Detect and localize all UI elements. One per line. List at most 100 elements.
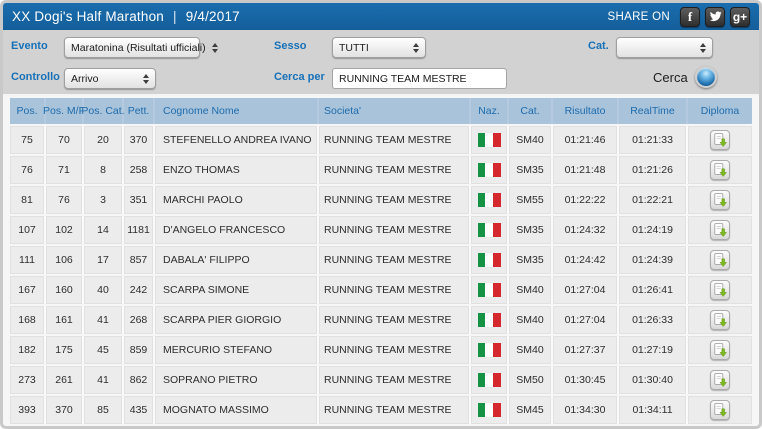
cell-naz (471, 396, 509, 424)
cell-risultato: 01:21:48 (553, 156, 619, 184)
cell-cat: SM40 (509, 336, 553, 364)
diploma-download-button[interactable] (710, 400, 730, 420)
controllo-select[interactable]: Arrivo (64, 68, 156, 89)
cell-cat: SM35 (509, 156, 553, 184)
cell-name: SOPRANO PIETRO (155, 366, 319, 394)
cell-naz (471, 366, 509, 394)
facebook-icon[interactable]: f (680, 6, 700, 27)
cell-pett: 435 (124, 396, 155, 424)
cell-naz (471, 156, 509, 184)
cell-diploma (688, 396, 752, 424)
col-header-realtime: RealTime (619, 98, 688, 124)
cell-name: STEFENELLO ANDREA IVANO (155, 126, 319, 154)
cell-naz (471, 186, 509, 214)
cell-pos-cat: 85 (84, 396, 124, 424)
cell-pett: 862 (124, 366, 155, 394)
cell-pos-cat: 17 (84, 246, 124, 274)
evento-select[interactable]: Maratonina (Risultati ufficiali) (64, 37, 218, 58)
cell-diploma (688, 336, 752, 364)
diploma-download-button[interactable] (710, 190, 730, 210)
event-name: XX Dogi's Half Marathon (12, 9, 164, 24)
col-header-pos-cat: Pos. Cat. (81, 98, 125, 124)
cell-societa: RUNNING TEAM MESTRE (319, 216, 471, 244)
cell-pos-mf: 175 (46, 336, 84, 364)
table-body: 75 70 20 370 STEFENELLO ANDREA IVANO RUN… (10, 126, 752, 424)
italy-flag-icon (477, 283, 501, 297)
select-stepper-icon (137, 73, 149, 84)
cell-societa: RUNNING TEAM MESTRE (319, 336, 471, 364)
diploma-download-button[interactable] (710, 220, 730, 240)
cell-pos: 75 (10, 126, 46, 154)
cell-pos-cat: 41 (84, 306, 124, 334)
col-header-pett: Pett. (124, 98, 155, 124)
diploma-download-button[interactable] (710, 280, 730, 300)
italy-flag-icon (477, 223, 501, 237)
cat-select[interactable] (616, 37, 713, 58)
diploma-download-button[interactable] (710, 340, 730, 360)
cell-diploma (688, 126, 752, 154)
cell-risultato: 01:34:30 (553, 396, 619, 424)
search-eye-icon[interactable] (694, 66, 717, 88)
cell-realtime: 01:21:26 (619, 156, 688, 184)
sesso-label: Sesso (274, 40, 307, 52)
cat-label: Cat. (588, 40, 609, 52)
filter-panel: Evento Maratonina (Risultati ufficiali) … (3, 30, 759, 96)
download-icon (714, 163, 727, 177)
cell-societa: RUNNING TEAM MESTRE (319, 126, 471, 154)
diploma-download-button[interactable] (710, 250, 730, 270)
cell-cat: SM40 (509, 276, 553, 304)
cell-societa: RUNNING TEAM MESTRE (319, 276, 471, 304)
cell-diploma (688, 216, 752, 244)
col-header-name: Cognome Nome (155, 98, 319, 124)
cell-pos-mf: 261 (46, 366, 84, 394)
cell-pos: 273 (10, 366, 46, 394)
title-bar: XX Dogi's Half Marathon | 9/4/2017 SHARE… (3, 3, 759, 30)
diploma-download-button[interactable] (710, 130, 730, 150)
cell-pos-mf: 370 (46, 396, 84, 424)
diploma-download-button[interactable] (710, 310, 730, 330)
evento-label: Evento (11, 40, 48, 52)
diploma-download-button[interactable] (710, 370, 730, 390)
download-icon (714, 253, 727, 267)
table-row: 168 161 41 268 SCARPA PIER GIORGIO RUNNI… (10, 306, 752, 334)
cell-pos: 393 (10, 396, 46, 424)
controllo-label: Controllo (11, 71, 60, 83)
cell-naz (471, 246, 509, 274)
cell-cat: SM45 (509, 396, 553, 424)
cerca-button-group: Cerca (653, 66, 717, 88)
googleplus-icon[interactable]: g+ (730, 6, 750, 27)
cell-pett: 1181 (124, 216, 155, 244)
cell-realtime: 01:24:39 (619, 246, 688, 274)
cell-societa: RUNNING TEAM MESTRE (319, 246, 471, 274)
cell-realtime: 01:26:33 (619, 306, 688, 334)
cell-cat: SM40 (509, 126, 553, 154)
download-icon (714, 193, 727, 207)
col-header-cat: Cat. (509, 98, 553, 124)
title-separator: | (173, 9, 177, 24)
cell-name: MARCHI PAOLO (155, 186, 319, 214)
cell-risultato: 01:24:42 (553, 246, 619, 274)
share-on-label: SHARE ON (607, 10, 670, 23)
cell-diploma (688, 186, 752, 214)
cell-cat: SM35 (509, 246, 553, 274)
cell-realtime: 01:30:40 (619, 366, 688, 394)
search-input[interactable] (332, 68, 507, 89)
cell-realtime: 01:26:41 (619, 276, 688, 304)
cell-realtime: 01:34:11 (619, 396, 688, 424)
cell-pett: 351 (124, 186, 155, 214)
table-row: 111 106 17 857 DABALA' FILIPPO RUNNING T… (10, 246, 752, 274)
cell-pos-cat: 41 (84, 366, 124, 394)
cell-pett: 857 (124, 246, 155, 274)
cell-societa: RUNNING TEAM MESTRE (319, 186, 471, 214)
italy-flag-icon (477, 343, 501, 357)
col-header-pos: Pos. (10, 98, 46, 124)
col-header-risultato: Risultato (553, 98, 619, 124)
diploma-download-button[interactable] (710, 160, 730, 180)
download-icon (714, 403, 727, 417)
cell-naz (471, 126, 509, 154)
cell-pos-cat: 8 (84, 156, 124, 184)
cell-pos-cat: 14 (84, 216, 124, 244)
twitter-icon[interactable] (705, 6, 725, 27)
sesso-select[interactable]: TUTTI (332, 37, 426, 58)
cell-risultato: 01:27:04 (553, 276, 619, 304)
